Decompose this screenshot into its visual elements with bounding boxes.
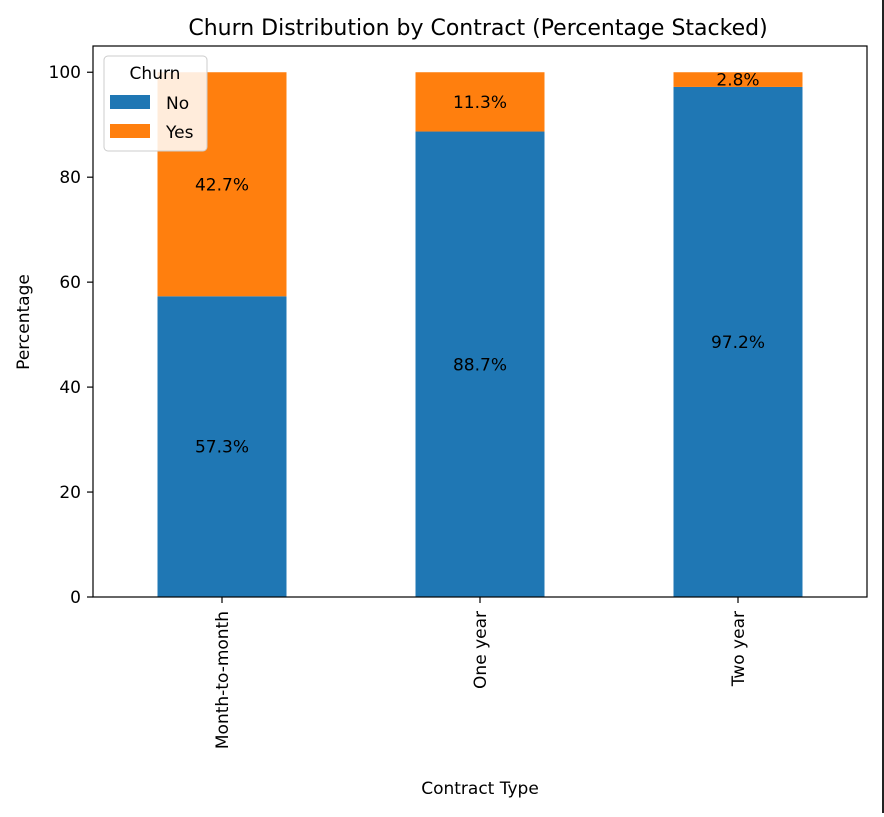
data-label-two-year-yes: 2.8% (716, 71, 759, 91)
y-tick-label: 80 (59, 168, 81, 188)
legend-entry-yes: Yes (165, 123, 194, 143)
legend: Churn No Yes (103, 55, 208, 152)
data-label-month-to-month-no: 57.3% (195, 438, 249, 458)
window-edge (882, 0, 884, 813)
y-tick-label: 40 (59, 378, 81, 398)
legend-swatch-yes (110, 124, 150, 138)
y-tick-label: 0 (70, 588, 81, 608)
bar-two-year-yes (673, 72, 803, 87)
legend-swatch-no (110, 95, 150, 109)
bar-month-to-month-no (157, 296, 287, 597)
data-label-one-year-no: 88.7% (453, 355, 507, 375)
y-tick-label: 60 (59, 273, 81, 293)
data-label-one-year-yes: 11.3% (453, 93, 507, 113)
chart-title: Churn Distribution by Contract (Percenta… (188, 16, 767, 41)
bar-one-year-yes (415, 72, 545, 132)
x-tick-label: Two year (729, 611, 749, 687)
plot-area: 57.3% 42.7% 88.7% 11.3% 97.2% 2.8% 0 20 40 60 80 10… (49, 45, 868, 749)
data-label-two-year-no: 97.2% (711, 333, 765, 353)
y-axis-label: Percentage (14, 274, 34, 370)
bar-two-year-no (673, 86, 803, 597)
y-tick-label: 100 (49, 63, 81, 83)
y-tick-label: 20 (59, 483, 81, 503)
bar-one-year-no (415, 131, 545, 597)
legend-entry-no: No (166, 94, 189, 114)
data-label-month-to-month-yes: 42.7% (195, 175, 249, 195)
legend-title: Churn (130, 64, 181, 84)
x-axis-label: Contract Type (421, 779, 539, 799)
x-tick-label: One year (471, 611, 491, 689)
x-tick-label: Month-to-month (213, 611, 233, 749)
